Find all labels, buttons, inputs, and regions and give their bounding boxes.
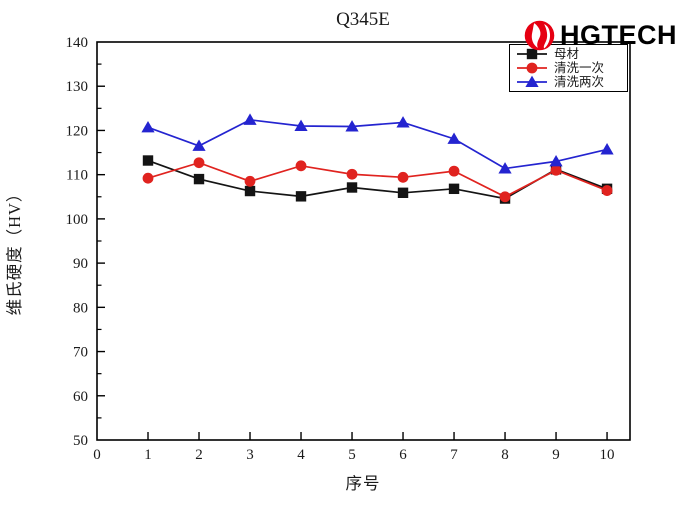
data-series [141, 113, 614, 204]
y-tick-label: 130 [66, 79, 89, 95]
legend-item-2: 清洗一次 [516, 61, 625, 75]
data-point-marker [244, 185, 256, 197]
x-tick-label: 1 [144, 447, 152, 463]
x-tick-label: 0 [93, 447, 101, 463]
x-tick-label: 5 [348, 447, 356, 463]
data-point-marker [294, 119, 308, 132]
axes-frame [96, 41, 631, 441]
legend: 母材 清洗一次 清洗两次 [509, 44, 628, 92]
data-point-marker [550, 164, 562, 176]
y-tick-label: 80 [73, 300, 88, 316]
data-point-marker [345, 120, 359, 132]
y-tick-label: 50 [73, 433, 88, 449]
data-point-marker [141, 120, 155, 133]
legend-item-label: 清洗两次 [554, 74, 605, 89]
y-tick-label: 140 [66, 35, 89, 51]
data-point-marker [447, 132, 461, 144]
legend-item-1: 母材 [516, 47, 625, 61]
data-point-marker [600, 143, 614, 155]
legend-item-label: 母材 [554, 46, 580, 61]
data-point-marker [142, 155, 154, 166]
x-tick-label: 9 [552, 447, 560, 463]
data-point-marker [448, 183, 460, 195]
x-tick-label: 3 [246, 447, 254, 463]
x-tick-label: 6 [399, 447, 407, 463]
data-point-marker [346, 168, 358, 180]
x-tick-label: 8 [501, 447, 509, 463]
data-point-marker [525, 75, 539, 87]
legend-item-3: 清洗两次 [516, 75, 625, 89]
data-point-marker [499, 191, 511, 203]
data-point-marker [142, 172, 154, 184]
data-point-marker [295, 191, 307, 202]
legend-swatch-square-icon [517, 48, 547, 60]
data-point-marker [193, 157, 205, 169]
data-point-marker [549, 155, 563, 167]
data-point-marker [396, 116, 410, 128]
series-line [147, 118, 608, 170]
x-tick-label: 10 [600, 447, 615, 463]
legend-swatch-circle-icon [517, 62, 547, 74]
data-point-marker [346, 182, 358, 193]
y-tick-label: 90 [73, 256, 88, 272]
data-point-marker [601, 185, 613, 196]
hgtech-logo-icon [524, 20, 555, 51]
x-tick-label: 7 [450, 447, 458, 463]
data-point-marker [448, 165, 460, 177]
legend-swatch-triangle-up-icon [517, 75, 547, 87]
data-point-marker [192, 139, 206, 151]
y-tick-label: 70 [73, 345, 88, 361]
x-tick-label: 2 [195, 447, 203, 463]
y-tick-label: 100 [66, 212, 89, 228]
series-3 [141, 113, 614, 174]
series-line [147, 161, 608, 198]
data-point-marker [295, 160, 307, 172]
y-axis-label: 维氏硬度（HV） [5, 185, 24, 316]
hgtech-logo-text: HGTECH [560, 20, 677, 50]
chart-title: Q345E [336, 9, 390, 30]
plot-frame-and-ticks: 50 60 70 80 90 100 110 120 130 140 0 1 2 3 4 5 6 7 8 9 10 [66, 35, 631, 463]
legend-item-label: 清洗一次 [554, 60, 605, 75]
y-tick-label: 120 [66, 123, 89, 139]
data-point-marker [526, 62, 538, 74]
data-point-marker [243, 113, 257, 125]
data-point-marker [397, 171, 409, 183]
x-tick-label: 4 [297, 447, 305, 463]
series-2 [142, 157, 613, 203]
data-point-marker [498, 162, 512, 174]
data-point-marker [397, 187, 409, 198]
data-point-marker [193, 173, 205, 185]
y-tick-label: 60 [73, 389, 88, 405]
hgtech-logo: HGTECH [524, 20, 677, 51]
data-point-marker [244, 175, 256, 187]
x-axis-label: 序号 [346, 474, 381, 493]
y-tick-label: 110 [66, 168, 88, 184]
data-point-marker [526, 48, 538, 60]
